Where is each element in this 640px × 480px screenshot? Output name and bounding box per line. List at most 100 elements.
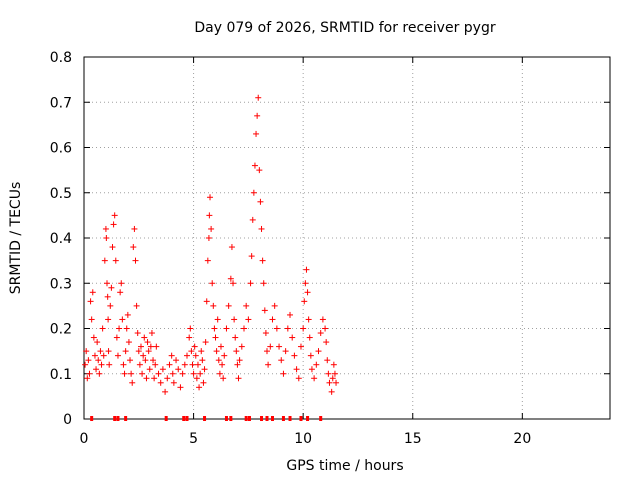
- data-point: [243, 302, 250, 309]
- data-point: [188, 348, 195, 355]
- zero-value-marker: [299, 416, 303, 421]
- data-point: [119, 316, 126, 323]
- zero-value-marker: [203, 416, 207, 421]
- data-point: [104, 280, 111, 287]
- x-tick-label: 20: [513, 431, 531, 447]
- data-point: [319, 316, 326, 323]
- data-point: [102, 225, 109, 232]
- data-point: [203, 298, 210, 305]
- data-point: [251, 162, 258, 169]
- data-point: [293, 366, 300, 373]
- y-tick-label: 0.8: [50, 50, 72, 66]
- data-point: [83, 348, 90, 355]
- data-point: [305, 316, 312, 323]
- data-point: [107, 302, 114, 309]
- data-point: [306, 334, 313, 341]
- data-point: [233, 348, 240, 355]
- data-point: [262, 330, 269, 337]
- data-point: [238, 343, 245, 350]
- data-point: [225, 302, 232, 309]
- data-point: [82, 361, 89, 368]
- data-point: [91, 352, 98, 359]
- data-point: [157, 379, 164, 386]
- x-tick-label: 10: [294, 431, 312, 447]
- data-point: [304, 289, 311, 296]
- data-point: [95, 357, 102, 364]
- y-tick-label: 0.6: [50, 141, 72, 157]
- data-point: [240, 325, 247, 332]
- data-point: [114, 352, 121, 359]
- data-point: [159, 366, 166, 373]
- data-point: [175, 366, 182, 373]
- data-point: [177, 384, 184, 391]
- data-point: [124, 311, 131, 318]
- zero-value-marker: [270, 416, 274, 421]
- data-point: [145, 348, 152, 355]
- data-point: [333, 379, 340, 386]
- data-point: [190, 370, 197, 377]
- data-point: [209, 280, 216, 287]
- data-point: [315, 348, 322, 355]
- data-point: [186, 334, 193, 341]
- plot-frame: [83, 56, 611, 420]
- data-point: [250, 189, 257, 196]
- data-point: [323, 339, 330, 346]
- data-point: [212, 334, 219, 341]
- data-point: [301, 298, 308, 305]
- data-point: [118, 280, 125, 287]
- data-point: [219, 361, 226, 368]
- grid-lines: [84, 57, 610, 419]
- data-point: [116, 325, 123, 332]
- data-point: [136, 361, 143, 368]
- data-point: [254, 112, 261, 119]
- data-point: [97, 348, 104, 355]
- data-point: [99, 325, 106, 332]
- data-point: [287, 311, 294, 318]
- data-points: [82, 94, 340, 421]
- data-point: [146, 366, 153, 373]
- x-tick-label: 0: [80, 431, 89, 447]
- data-point: [261, 307, 268, 314]
- data-point: [110, 221, 117, 228]
- data-point: [86, 370, 93, 377]
- data-point: [220, 375, 227, 382]
- data-point: [249, 216, 256, 223]
- data-point: [194, 361, 201, 368]
- zero-value-marker: [281, 416, 285, 421]
- y-tick-label: 0.7: [50, 95, 72, 111]
- data-point: [269, 316, 276, 323]
- data-point: [142, 357, 149, 364]
- data-point: [141, 334, 148, 341]
- data-point: [284, 325, 291, 332]
- data-point: [260, 280, 267, 287]
- data-point: [223, 325, 230, 332]
- x-tick-label: 5: [189, 431, 198, 447]
- data-point: [221, 352, 228, 359]
- y-tick-label: 0.1: [50, 367, 72, 383]
- data-point: [264, 348, 271, 355]
- data-point: [148, 330, 155, 337]
- data-point: [295, 375, 302, 382]
- data-point: [193, 375, 200, 382]
- data-point: [103, 235, 110, 241]
- data-point: [257, 198, 264, 205]
- data-point: [308, 366, 315, 373]
- data-point: [117, 289, 124, 296]
- data-point: [322, 325, 329, 332]
- data-point: [282, 348, 289, 355]
- data-point: [207, 194, 214, 201]
- data-point: [166, 361, 173, 368]
- data-point: [96, 370, 103, 377]
- data-point: [164, 375, 171, 382]
- data-point: [127, 357, 134, 364]
- data-point: [122, 348, 129, 355]
- data-point: [213, 348, 220, 355]
- data-point: [147, 343, 154, 350]
- data-point: [90, 334, 97, 341]
- x-axis-label: GPS time / hours: [286, 458, 403, 474]
- data-point: [231, 316, 238, 323]
- data-point: [256, 167, 263, 174]
- data-point: [109, 244, 116, 251]
- data-point: [89, 289, 96, 296]
- data-point: [150, 357, 157, 364]
